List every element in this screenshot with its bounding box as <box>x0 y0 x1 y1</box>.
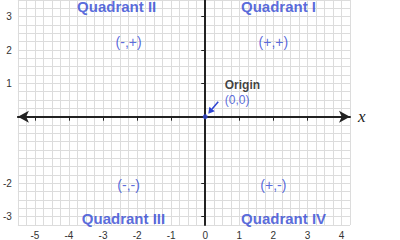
svg-text:1: 1 <box>6 78 12 89</box>
svg-text:Quadrant IV: Quadrant IV <box>241 210 326 227</box>
svg-text:2: 2 <box>6 45 12 56</box>
svg-text:Quadrant III: Quadrant III <box>82 210 165 227</box>
svg-text:x: x <box>357 107 366 126</box>
svg-text:-2: -2 <box>3 178 12 189</box>
svg-text:(+,-): (+,-) <box>260 177 286 193</box>
svg-text:-4: -4 <box>65 230 74 240</box>
svg-text:2: 2 <box>271 230 277 240</box>
svg-text:0: 0 <box>202 230 208 240</box>
svg-text:-5: -5 <box>30 230 39 240</box>
svg-text:(-,+): (-,+) <box>116 34 142 50</box>
svg-text:-3: -3 <box>3 211 12 222</box>
svg-text:1: 1 <box>237 230 243 240</box>
svg-text:Quadrant I: Quadrant I <box>241 0 316 15</box>
svg-text:3: 3 <box>305 230 311 240</box>
svg-text:Origin: Origin <box>225 78 260 92</box>
svg-text:4: 4 <box>339 230 345 240</box>
svg-text:Quadrant II: Quadrant II <box>77 0 156 15</box>
svg-text:(0,0): (0,0) <box>225 93 250 107</box>
svg-text:-3: -3 <box>99 230 108 240</box>
svg-text:(-,-): (-,-) <box>117 177 140 193</box>
svg-text:(+,+): (+,+) <box>259 34 289 50</box>
svg-text:3: 3 <box>6 11 12 22</box>
svg-text:-1: -1 <box>167 230 176 240</box>
svg-text:-2: -2 <box>133 230 142 240</box>
